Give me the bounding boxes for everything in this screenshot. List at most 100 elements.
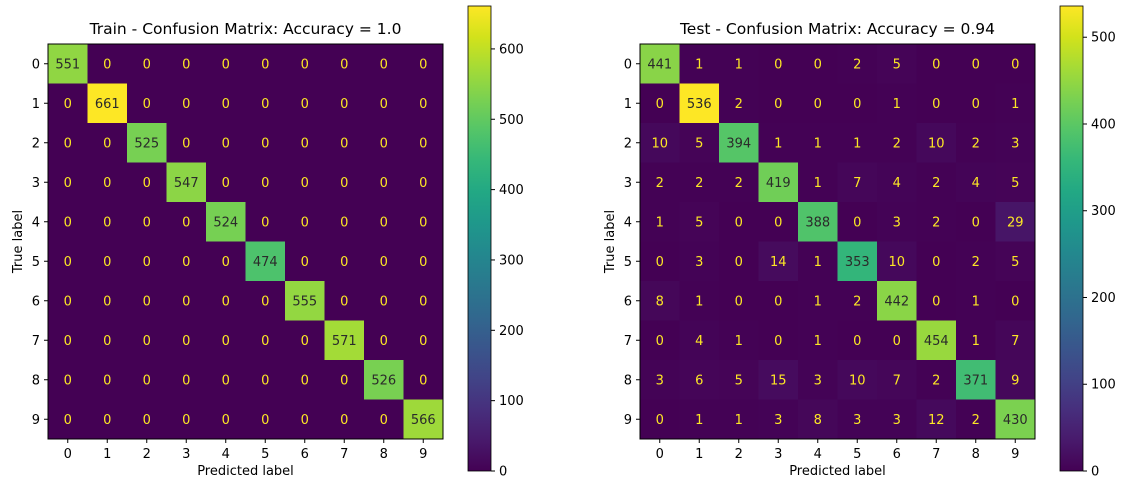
heatmap-cell bbox=[995, 162, 1036, 203]
heatmap-cell bbox=[206, 360, 246, 400]
cell-value-label: 2 bbox=[853, 294, 861, 309]
cell-value-label: 0 bbox=[301, 413, 309, 428]
cell-value-label: 4 bbox=[893, 176, 901, 191]
cell-value-label: 1 bbox=[735, 334, 743, 349]
y-axis-label: True label bbox=[11, 210, 26, 274]
heatmap-cell bbox=[956, 241, 996, 282]
heatmap-cell bbox=[798, 44, 838, 84]
heatmap-cell bbox=[719, 83, 759, 124]
cell-value-label: 0 bbox=[380, 176, 388, 191]
colorbar-tick-label: 400 bbox=[499, 183, 524, 198]
heatmap-cell bbox=[877, 162, 917, 203]
x-tick-label: 3 bbox=[774, 447, 782, 462]
heatmap-cell bbox=[719, 320, 759, 361]
heatmap-cell bbox=[324, 241, 365, 282]
heatmap-cell bbox=[640, 320, 680, 361]
cell-value-label: 0 bbox=[380, 334, 388, 349]
cell-value-label: 1 bbox=[853, 136, 861, 151]
cell-value-label: 3 bbox=[656, 373, 664, 388]
cell-value-label: 6 bbox=[695, 373, 703, 388]
cell-value-label: 0 bbox=[1011, 294, 1019, 309]
colorbar-tick-label: 200 bbox=[499, 324, 524, 339]
cell-value-label: 0 bbox=[143, 334, 151, 349]
heatmap-cell bbox=[837, 202, 878, 242]
heatmap-cell bbox=[995, 241, 1036, 282]
heatmap-cell bbox=[285, 281, 325, 321]
cell-value-label: 0 bbox=[222, 334, 230, 349]
cell-value-label: 536 bbox=[687, 97, 712, 112]
cell-value-label: 419 bbox=[766, 176, 791, 191]
heatmap-cell bbox=[719, 281, 759, 321]
x-tick-label: 9 bbox=[1011, 447, 1019, 462]
cell-value-label: 1 bbox=[814, 255, 822, 270]
cell-value-label: 3 bbox=[774, 413, 782, 428]
heatmap-cell bbox=[995, 360, 1036, 400]
y-tick-label: 8 bbox=[32, 373, 40, 388]
cell-value-label: 0 bbox=[853, 334, 861, 349]
cell-value-label: 0 bbox=[222, 413, 230, 428]
heatmap-cell bbox=[403, 399, 444, 440]
heatmap-cell bbox=[719, 241, 759, 282]
x-tick-label: 7 bbox=[340, 447, 348, 462]
y-tick-label: 7 bbox=[624, 334, 632, 349]
heatmap-cell bbox=[285, 241, 325, 282]
heatmap-cell bbox=[206, 281, 246, 321]
confusion-matrix-train: 551 0 0 0 0 0 0 0 0 00 661 0 0 0 0 0 0 0 00 0 525 0 0 0 0 0 0 00 0 0 5… bbox=[11, 5, 524, 480]
heatmap-cell bbox=[364, 399, 404, 440]
cell-value-label: 0 bbox=[774, 294, 782, 309]
cell-value-label: 526 bbox=[371, 373, 396, 388]
cell-value-label: 10 bbox=[651, 136, 668, 151]
cell-value-label: 0 bbox=[222, 176, 230, 191]
cell-value-label: 0 bbox=[340, 255, 348, 270]
heatmap-cell bbox=[995, 320, 1036, 361]
cell-value-label: 0 bbox=[340, 373, 348, 388]
heatmap-cell bbox=[758, 360, 799, 400]
heatmap-cell bbox=[995, 281, 1036, 321]
heatmap-cell bbox=[245, 281, 286, 321]
cell-value-label: 0 bbox=[419, 255, 427, 270]
cell-value-label: 0 bbox=[103, 136, 111, 151]
cell-value-label: 0 bbox=[222, 373, 230, 388]
cell-value-label: 1 bbox=[814, 176, 822, 191]
cell-value-label: 0 bbox=[143, 413, 151, 428]
heatmap-cell bbox=[245, 241, 286, 282]
cell-value-label: 0 bbox=[340, 294, 348, 309]
heatmap-cell bbox=[640, 281, 680, 321]
colorbar-tick-label: 100 bbox=[499, 394, 524, 409]
x-tick-label: 8 bbox=[972, 447, 980, 462]
x-axis-label: Predicted label bbox=[789, 464, 886, 479]
cell-value-label: 2 bbox=[972, 136, 980, 151]
cell-value-label: 0 bbox=[735, 294, 743, 309]
cell-value-label: 388 bbox=[805, 215, 830, 230]
heatmap-cell bbox=[877, 281, 917, 321]
cell-value-label: 474 bbox=[253, 255, 278, 270]
heatmap-cell bbox=[956, 320, 996, 361]
heatmap-cell bbox=[995, 44, 1036, 84]
colorbar-tick-label: 300 bbox=[499, 253, 524, 268]
cell-value-label: 0 bbox=[380, 57, 388, 72]
heatmap-cell bbox=[166, 123, 207, 163]
heatmap-cell bbox=[245, 44, 286, 84]
heatmap-cell bbox=[403, 162, 444, 203]
heatmap-cell bbox=[995, 202, 1036, 242]
cell-value-label: 0 bbox=[853, 97, 861, 112]
heatmap-cell bbox=[285, 399, 325, 440]
cell-value-label: 551 bbox=[55, 57, 80, 72]
cell-value-label: 0 bbox=[64, 97, 72, 112]
cell-value-label: 555 bbox=[292, 294, 317, 309]
cell-value-label: 14 bbox=[770, 255, 787, 270]
x-tick-label: 4 bbox=[814, 447, 822, 462]
cell-value-label: 0 bbox=[380, 294, 388, 309]
cell-value-label: 0 bbox=[419, 57, 427, 72]
cell-value-label: 0 bbox=[419, 373, 427, 388]
cell-value-label: 0 bbox=[261, 57, 269, 72]
heatmap-cell bbox=[48, 399, 88, 440]
heatmap-cell bbox=[640, 360, 680, 400]
heatmap-cell bbox=[87, 360, 128, 400]
x-tick-label: 5 bbox=[853, 447, 861, 462]
y-tick-label: 9 bbox=[624, 413, 632, 428]
x-axis-label: Predicted label bbox=[197, 464, 294, 479]
cell-value-label: 0 bbox=[143, 97, 151, 112]
cell-value-label: 1 bbox=[972, 294, 980, 309]
